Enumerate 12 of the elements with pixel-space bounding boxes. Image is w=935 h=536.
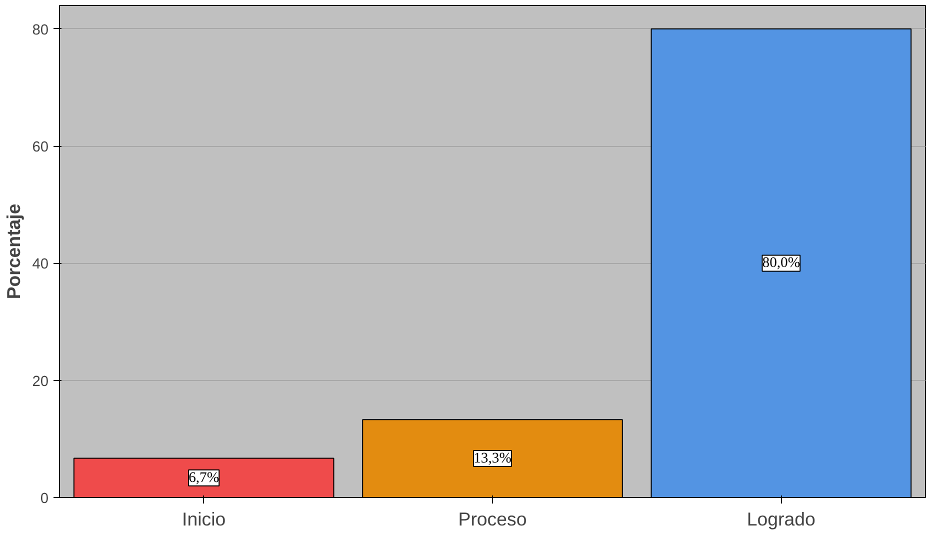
- x-tick-label: Proceso: [458, 508, 527, 530]
- y-tick-label: 40: [32, 256, 49, 273]
- y-tick-label: 20: [32, 374, 49, 390]
- y-tick-label: 60: [32, 140, 49, 156]
- data-label: 6,7%: [188, 470, 220, 486]
- data-label: 80,0%: [762, 255, 800, 272]
- y-tick-label: 0: [40, 491, 49, 507]
- data-label: 13,3%: [474, 450, 512, 467]
- y-tick-label: 80: [32, 22, 49, 38]
- x-tick-label: Inicio: [182, 508, 226, 530]
- y-axis-title: Porcentaje: [3, 204, 24, 300]
- x-tick-label: Logrado: [746, 508, 816, 530]
